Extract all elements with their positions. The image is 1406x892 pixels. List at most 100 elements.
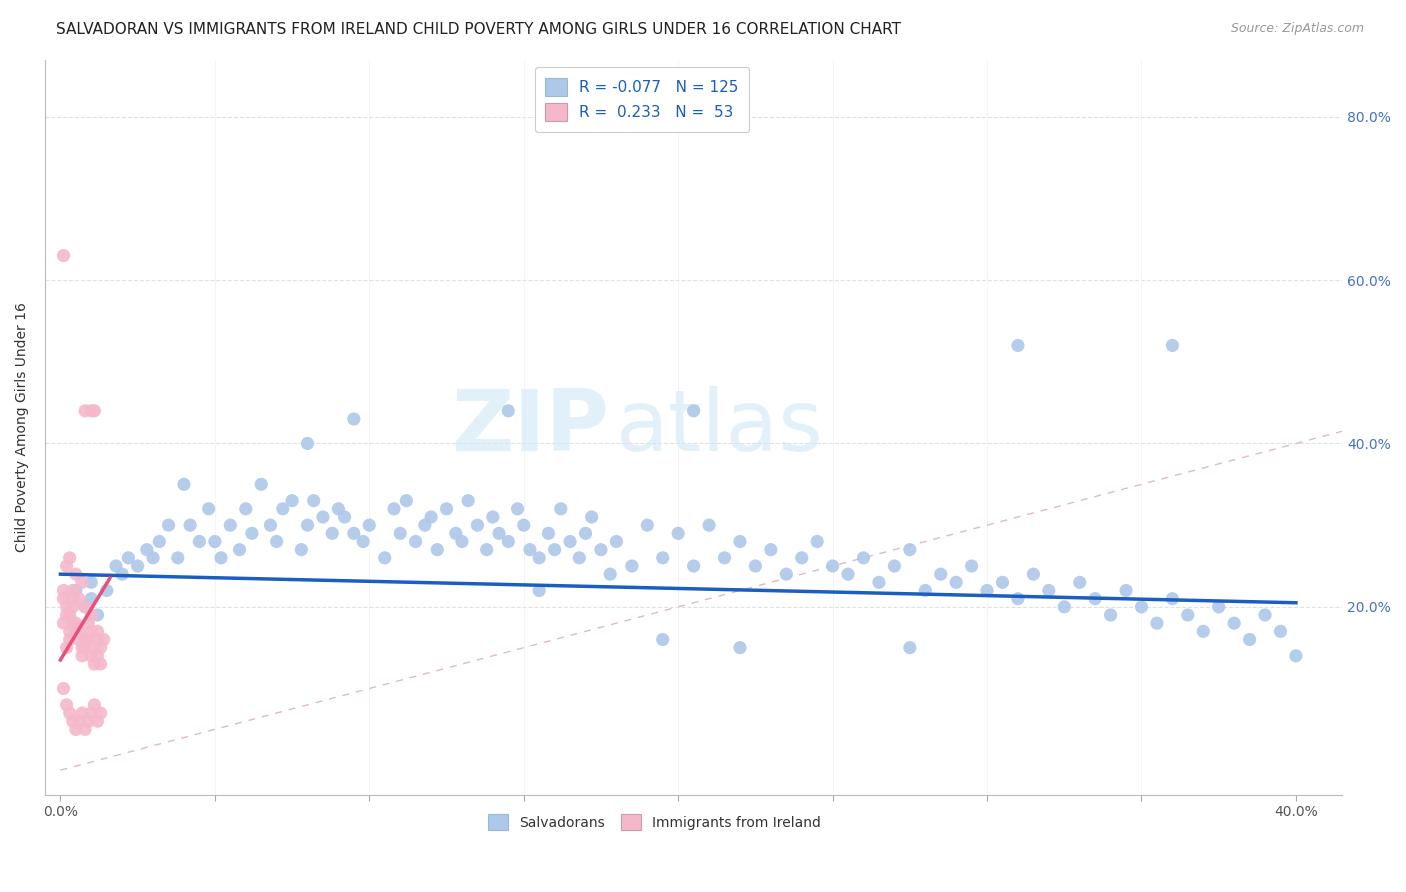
- Point: [343, 412, 366, 426]
- Point: [75, 599, 97, 614]
- Point: [55, 607, 77, 622]
- Point: [80, 575, 103, 590]
- Point: [290, 542, 312, 557]
- Point: [302, 493, 325, 508]
- Point: [413, 518, 436, 533]
- Point: [55, 698, 77, 712]
- Point: [475, 542, 498, 557]
- Point: [527, 550, 550, 565]
- Point: [1099, 607, 1122, 622]
- Point: [498, 534, 520, 549]
- Point: [868, 575, 890, 590]
- Point: [790, 550, 813, 565]
- Point: [1007, 338, 1029, 352]
- Point: [620, 559, 643, 574]
- Point: [67, 714, 90, 729]
- Point: [96, 583, 118, 598]
- Point: [271, 501, 294, 516]
- Point: [581, 510, 603, 524]
- Point: [188, 534, 211, 549]
- Point: [86, 607, 108, 622]
- Point: [527, 583, 550, 598]
- Text: atlas: atlas: [616, 385, 824, 468]
- Y-axis label: Child Poverty Among Girls Under 16: Child Poverty Among Girls Under 16: [15, 302, 30, 552]
- Point: [240, 526, 263, 541]
- Point: [1161, 591, 1184, 606]
- Point: [1270, 624, 1292, 639]
- Point: [90, 657, 112, 671]
- Text: ZIP: ZIP: [451, 385, 609, 468]
- Point: [219, 518, 242, 533]
- Point: [1239, 632, 1261, 647]
- Point: [166, 550, 188, 565]
- Point: [543, 542, 565, 557]
- Point: [837, 567, 859, 582]
- Point: [80, 607, 103, 622]
- Point: [70, 648, 93, 663]
- Point: [52, 681, 75, 696]
- Point: [75, 640, 97, 655]
- Point: [488, 526, 510, 541]
- Point: [467, 518, 489, 533]
- Point: [86, 648, 108, 663]
- Point: [1146, 616, 1168, 631]
- Point: [1223, 616, 1246, 631]
- Point: [568, 550, 591, 565]
- Point: [405, 534, 427, 549]
- Point: [67, 624, 90, 639]
- Point: [65, 723, 87, 737]
- Point: [806, 534, 828, 549]
- Point: [75, 723, 97, 737]
- Point: [312, 510, 335, 524]
- Point: [111, 567, 134, 582]
- Point: [59, 706, 82, 720]
- Point: [589, 542, 612, 557]
- Point: [297, 436, 319, 450]
- Point: [333, 510, 356, 524]
- Point: [173, 477, 195, 491]
- Point: [86, 632, 108, 647]
- Point: [65, 616, 87, 631]
- Text: SALVADORAN VS IMMIGRANTS FROM IRELAND CHILD POVERTY AMONG GIRLS UNDER 16 CORRELA: SALVADORAN VS IMMIGRANTS FROM IRELAND CH…: [56, 22, 901, 37]
- Point: [80, 706, 103, 720]
- Point: [70, 706, 93, 720]
- Point: [744, 559, 766, 574]
- Point: [537, 526, 560, 541]
- Point: [321, 526, 343, 541]
- Point: [1069, 575, 1091, 590]
- Point: [636, 518, 658, 533]
- Legend: Salvadorans, Immigrants from Ireland: Salvadorans, Immigrants from Ireland: [482, 808, 827, 836]
- Point: [666, 526, 689, 541]
- Point: [65, 583, 87, 598]
- Point: [93, 632, 115, 647]
- Point: [157, 518, 180, 533]
- Point: [266, 534, 288, 549]
- Point: [852, 550, 875, 565]
- Point: [444, 526, 467, 541]
- Point: [352, 534, 374, 549]
- Point: [1208, 599, 1230, 614]
- Point: [914, 583, 936, 598]
- Point: [374, 550, 396, 565]
- Point: [80, 591, 103, 606]
- Point: [1053, 599, 1076, 614]
- Point: [142, 550, 165, 565]
- Point: [80, 624, 103, 639]
- Point: [945, 575, 967, 590]
- Point: [59, 607, 82, 622]
- Point: [90, 640, 112, 655]
- Point: [929, 567, 952, 582]
- Point: [728, 640, 751, 655]
- Point: [506, 501, 529, 516]
- Point: [682, 559, 704, 574]
- Point: [426, 542, 449, 557]
- Point: [55, 559, 77, 574]
- Point: [389, 526, 412, 541]
- Point: [55, 640, 77, 655]
- Point: [83, 640, 105, 655]
- Point: [148, 534, 170, 549]
- Point: [498, 404, 520, 418]
- Point: [67, 591, 90, 606]
- Point: [259, 518, 281, 533]
- Point: [52, 249, 75, 263]
